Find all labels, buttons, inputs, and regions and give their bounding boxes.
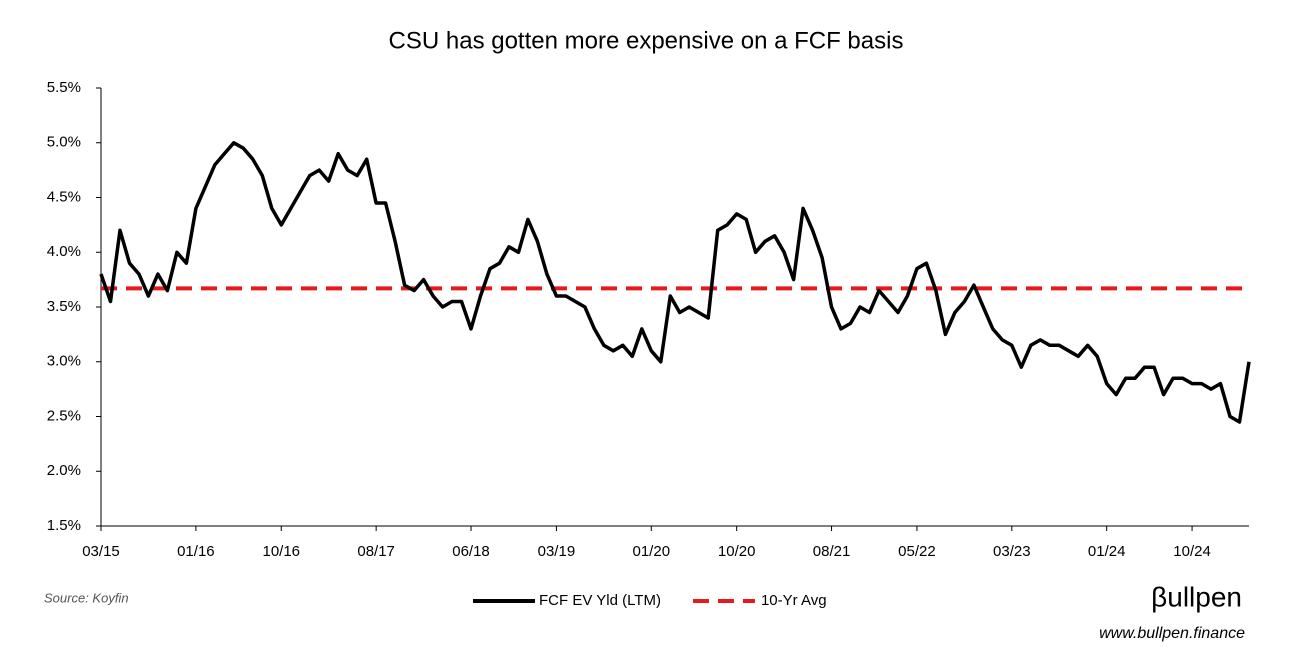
- source: Source: Koyfin: [44, 590, 129, 605]
- y-tick-label: 4.0%: [47, 243, 81, 260]
- legend-label: FCF EV Yld (LTM): [539, 592, 661, 609]
- y-tick-label: 2.5%: [47, 407, 81, 424]
- x-tick-label: 05/22: [898, 543, 936, 560]
- x-tick-label: 03/15: [82, 543, 120, 560]
- legend-label: 10-Yr Avg: [761, 592, 827, 609]
- y-tick-label: 4.5%: [47, 188, 81, 205]
- chart-title: CSU has gotten more expensive on a FCF b…: [389, 27, 904, 54]
- x-tick-label: 08/17: [357, 543, 395, 560]
- url: www.bullpen.finance: [1099, 625, 1245, 642]
- x-tick-label: 03/19: [538, 543, 576, 560]
- x-tick-label: 10/16: [262, 543, 300, 560]
- x-tick-label: 10/24: [1173, 543, 1211, 560]
- y-tick-label: 3.5%: [47, 298, 81, 315]
- y-tick-label: 2.0%: [47, 462, 81, 479]
- x-tick-label: 06/18: [452, 543, 490, 560]
- data-line: [99, 141, 1251, 424]
- y-tick-label: 5.0%: [47, 134, 81, 151]
- y-tick-label: 3.0%: [47, 353, 81, 370]
- x-tick-label: 08/21: [813, 543, 851, 560]
- x-tick-label: 01/20: [633, 543, 671, 560]
- x-tick-label: 10/20: [718, 543, 756, 560]
- x-tick-label: 01/16: [177, 543, 215, 560]
- y-tick-label: 5.5%: [47, 79, 81, 96]
- brand: βullpen: [1151, 581, 1242, 612]
- y-tick-label: 1.5%: [47, 517, 81, 534]
- x-tick-label: 01/24: [1088, 543, 1126, 560]
- x-tick-label: 03/23: [993, 543, 1031, 560]
